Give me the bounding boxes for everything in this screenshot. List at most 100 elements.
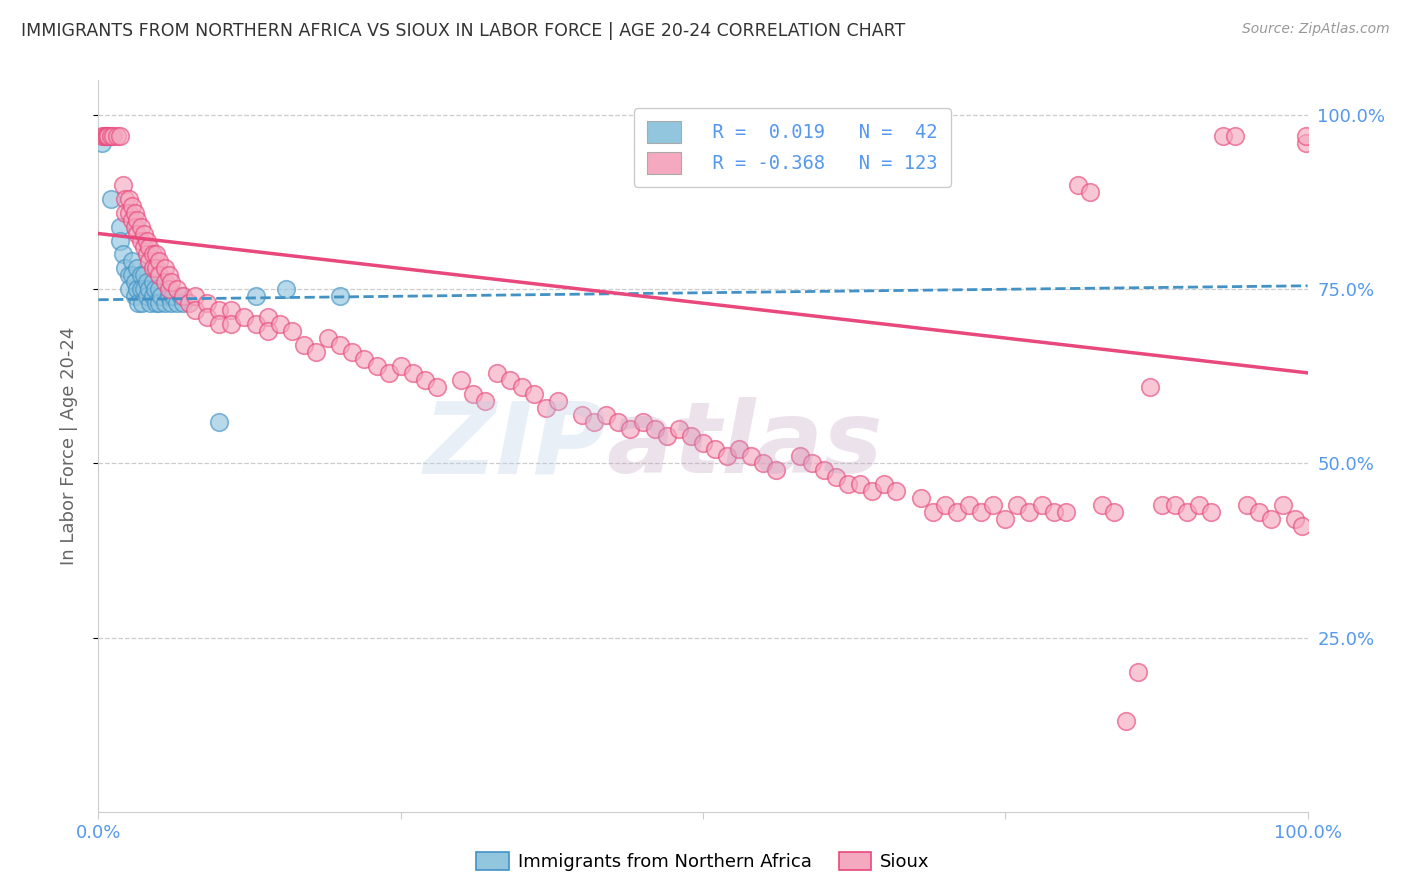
Point bbox=[157, 268, 180, 283]
Point bbox=[108, 234, 131, 248]
Point bbox=[127, 227, 149, 241]
Point bbox=[523, 386, 546, 401]
Legend:   R =  0.019   N =  42,   R = -0.368   N = 123: R = 0.019 N = 42, R = -0.368 N = 123 bbox=[634, 108, 950, 187]
Point bbox=[704, 442, 727, 457]
Point bbox=[800, 457, 823, 471]
Point bbox=[789, 450, 811, 464]
Point bbox=[619, 421, 641, 435]
Point bbox=[100, 128, 122, 143]
Point bbox=[135, 275, 157, 289]
Point bbox=[1175, 505, 1198, 519]
Point bbox=[1212, 128, 1234, 143]
Point bbox=[101, 128, 124, 143]
Point bbox=[813, 463, 835, 477]
Point bbox=[644, 421, 666, 435]
Point bbox=[135, 289, 157, 303]
Point bbox=[728, 442, 751, 457]
Point bbox=[121, 212, 143, 227]
Point bbox=[145, 247, 167, 261]
Point bbox=[131, 296, 153, 310]
Point bbox=[825, 470, 848, 484]
Point bbox=[377, 366, 399, 380]
Point bbox=[886, 484, 908, 499]
Y-axis label: In Labor Force | Age 20-24: In Labor Force | Age 20-24 bbox=[59, 326, 77, 566]
Point bbox=[1067, 178, 1090, 192]
Point bbox=[118, 205, 141, 219]
Point bbox=[162, 289, 184, 303]
Point bbox=[114, 205, 136, 219]
Point bbox=[108, 219, 131, 234]
Point bbox=[765, 463, 787, 477]
Point bbox=[148, 268, 170, 283]
Point bbox=[486, 366, 509, 380]
Point bbox=[118, 192, 141, 206]
Point bbox=[153, 296, 176, 310]
Point bbox=[160, 275, 183, 289]
Point bbox=[474, 393, 496, 408]
Point bbox=[135, 247, 157, 261]
Point bbox=[172, 296, 194, 310]
Point bbox=[269, 317, 291, 331]
Point bbox=[148, 282, 170, 296]
Point bbox=[342, 345, 364, 359]
Point bbox=[274, 282, 297, 296]
Point bbox=[329, 338, 352, 352]
Point bbox=[129, 268, 152, 283]
Point bbox=[583, 415, 606, 429]
Point bbox=[1249, 505, 1271, 519]
Point bbox=[245, 289, 267, 303]
Point bbox=[1054, 505, 1077, 519]
Point bbox=[366, 359, 388, 373]
Point bbox=[837, 477, 859, 491]
Point bbox=[1223, 128, 1246, 143]
Point bbox=[138, 240, 160, 254]
Point bbox=[752, 457, 775, 471]
Point bbox=[631, 415, 654, 429]
Point bbox=[157, 282, 180, 296]
Point bbox=[994, 512, 1017, 526]
Point bbox=[135, 234, 157, 248]
Point bbox=[245, 317, 267, 331]
Point bbox=[1295, 136, 1317, 150]
Point bbox=[910, 491, 932, 506]
Point bbox=[139, 296, 162, 310]
Point bbox=[172, 289, 194, 303]
Point bbox=[195, 310, 218, 325]
Point bbox=[118, 268, 141, 283]
Point bbox=[1152, 498, 1174, 512]
Point bbox=[111, 178, 134, 192]
Point bbox=[157, 289, 180, 303]
Point bbox=[292, 338, 315, 352]
Point bbox=[153, 275, 176, 289]
Point bbox=[208, 415, 231, 429]
Point bbox=[1139, 380, 1161, 394]
Point bbox=[389, 359, 412, 373]
Point bbox=[105, 128, 128, 143]
Point bbox=[134, 227, 156, 241]
Point bbox=[547, 393, 569, 408]
Point bbox=[1128, 665, 1150, 680]
Point bbox=[134, 268, 156, 283]
Point bbox=[1042, 505, 1064, 519]
Point bbox=[129, 234, 152, 248]
Point bbox=[91, 128, 114, 143]
Point bbox=[1284, 512, 1306, 526]
Point bbox=[256, 324, 278, 338]
Point bbox=[169, 289, 191, 303]
Point bbox=[353, 351, 375, 366]
Point bbox=[142, 275, 165, 289]
Point bbox=[111, 247, 134, 261]
Text: IMMIGRANTS FROM NORTHERN AFRICA VS SIOUX IN LABOR FORCE | AGE 20-24 CORRELATION : IMMIGRANTS FROM NORTHERN AFRICA VS SIOUX… bbox=[21, 22, 905, 40]
Text: atlas: atlas bbox=[606, 398, 883, 494]
Text: ZIP: ZIP bbox=[423, 398, 606, 494]
Point bbox=[934, 498, 956, 512]
Point bbox=[93, 128, 115, 143]
Point bbox=[153, 261, 176, 276]
Point bbox=[921, 505, 943, 519]
Point bbox=[121, 268, 143, 283]
Point bbox=[221, 317, 243, 331]
Point bbox=[946, 505, 969, 519]
Point bbox=[91, 136, 114, 150]
Point bbox=[127, 212, 149, 227]
Point bbox=[1018, 505, 1040, 519]
